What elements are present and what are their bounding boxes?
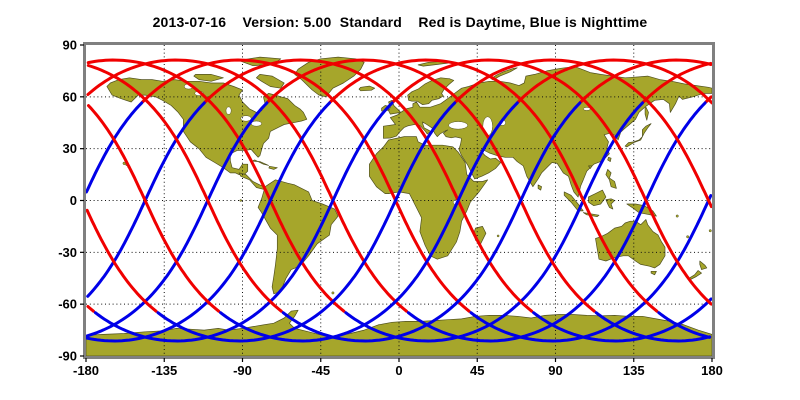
daytime-track <box>86 208 158 313</box>
nighttime-track <box>594 311 712 343</box>
landmass <box>650 270 657 276</box>
y-tick-label: -30 <box>58 245 77 260</box>
x-tick-label: 135 <box>623 363 645 378</box>
landmass <box>699 260 708 270</box>
nighttime-track <box>86 101 144 194</box>
daytime-track <box>516 58 712 105</box>
y-tick-label: 30 <box>63 141 77 156</box>
landmass <box>257 179 339 295</box>
landmass <box>256 74 285 89</box>
daytime-track <box>86 58 408 313</box>
nighttime-track <box>93 101 394 343</box>
island <box>675 214 679 218</box>
y-tick-label: 60 <box>63 89 77 104</box>
landmass <box>624 123 652 148</box>
daytime-track <box>87 104 221 313</box>
lake <box>448 121 468 130</box>
nighttime-track <box>344 101 644 343</box>
nighttime-track <box>156 101 457 343</box>
nighttime-track <box>657 311 712 339</box>
landmass <box>358 85 376 92</box>
x-tick-label: -135 <box>151 363 177 378</box>
daytime-track <box>266 58 596 313</box>
island <box>331 291 335 295</box>
landmass <box>537 184 542 191</box>
y-tick-label: -90 <box>58 349 77 364</box>
x-tick-label: -90 <box>233 363 252 378</box>
daytime-track <box>579 58 712 104</box>
daytime-track <box>641 61 712 104</box>
landmass <box>644 106 649 121</box>
lake <box>225 106 232 115</box>
axis-labels: -180 -135 -90 -45 0 45 90 135 180 90 60 30 0 -30 -60 -9… <box>58 38 723 379</box>
y-tick-label: 90 <box>63 38 77 53</box>
x-tick-label: 90 <box>548 363 562 378</box>
island <box>708 229 712 233</box>
landmass <box>605 169 617 189</box>
daytime-track <box>141 58 471 313</box>
landmass <box>193 74 224 82</box>
nighttime-track <box>532 297 712 343</box>
daytime-track <box>328 58 659 313</box>
landmass <box>563 191 584 212</box>
lake <box>250 120 262 127</box>
landmass <box>607 156 612 162</box>
x-tick-label: 0 <box>395 363 402 378</box>
landmass <box>251 159 269 166</box>
x-tick-label: 180 <box>701 363 723 378</box>
landmass <box>588 165 593 169</box>
daytime-track <box>86 64 283 313</box>
nighttime-track <box>406 101 707 343</box>
island <box>686 235 690 239</box>
nighttime-track <box>219 101 519 343</box>
landmass <box>268 165 278 170</box>
lake <box>583 107 591 111</box>
x-tick-label: -180 <box>73 363 99 378</box>
y-tick-label: 0 <box>70 193 77 208</box>
lake <box>240 115 252 122</box>
daytime-track <box>86 305 95 313</box>
landmass <box>605 198 615 210</box>
daytime-track <box>391 58 712 306</box>
island <box>239 199 243 202</box>
x-tick-label: 45 <box>470 363 484 378</box>
ground-tracks-layer <box>86 58 712 343</box>
nighttime-track <box>86 101 269 338</box>
plot-frame <box>83 42 715 359</box>
nighttime-track <box>281 101 582 343</box>
daytime-track <box>454 58 712 209</box>
island <box>496 234 500 238</box>
daytime-track <box>203 58 534 313</box>
x-tick-label: -45 <box>311 363 330 378</box>
y-tick-label: -60 <box>58 297 77 312</box>
plot-title: 2013-07-16 Version: 5.00 Standard Red is… <box>152 14 648 30</box>
